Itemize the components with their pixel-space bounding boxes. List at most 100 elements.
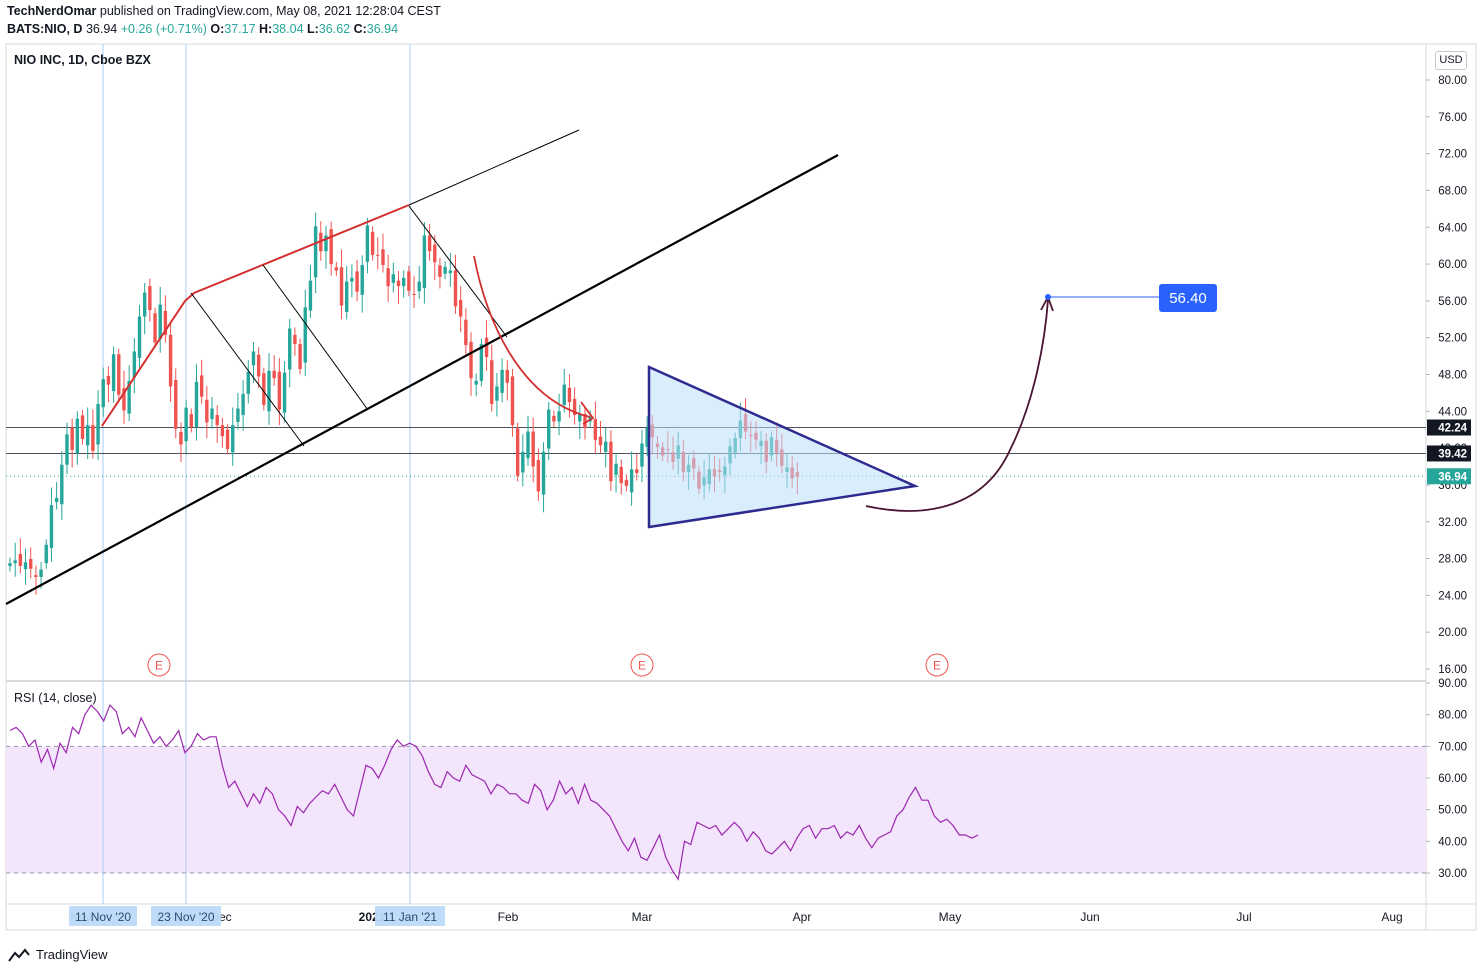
candle (443, 261, 447, 280)
earnings-marker-text: E (638, 659, 646, 673)
candle (49, 487, 54, 562)
candle-body (391, 274, 396, 283)
candle-body (645, 427, 649, 447)
earnings-marker[interactable]: E (630, 653, 654, 677)
open-label: O: (210, 22, 225, 36)
candle-body (272, 370, 276, 379)
candle-body (288, 328, 292, 370)
candle (629, 451, 634, 506)
candle (75, 411, 80, 465)
candle (174, 368, 178, 439)
candle (298, 338, 302, 375)
footer-brand[interactable]: TradingView (8, 947, 108, 962)
candle-body (417, 281, 421, 292)
candle (179, 422, 183, 463)
rsi-tick-label: 50.00 (1438, 805, 1467, 817)
candle-body (593, 419, 598, 440)
candle (578, 404, 582, 440)
earnings-marker[interactable]: E (925, 653, 949, 677)
candle (593, 401, 598, 454)
candle (531, 417, 535, 483)
candle-body (598, 436, 603, 446)
candle-body (117, 354, 121, 395)
candle-body (8, 563, 12, 566)
brand-name: TradingView (36, 947, 108, 962)
candle-body (168, 334, 173, 387)
candle (396, 271, 401, 304)
rsi-title[interactable]: RSI (14, close) (14, 691, 97, 705)
candle (86, 407, 90, 459)
candle-body (381, 249, 385, 265)
candle-body (635, 469, 639, 473)
candle (199, 359, 204, 405)
candle (184, 400, 188, 453)
price-tick-label: 64.00 (1438, 222, 1467, 234)
candle-body (220, 425, 225, 437)
chart-frame (5, 43, 1477, 931)
candle-body (122, 388, 126, 411)
candle-body (210, 408, 214, 420)
candle-body (111, 354, 116, 392)
candle-body (376, 254, 380, 256)
candle-body (350, 277, 354, 282)
candle-body (479, 344, 484, 381)
rsi-tick-label: 90.00 (1438, 678, 1467, 690)
candle-body (510, 376, 515, 426)
candle-body (225, 429, 230, 450)
candle-body (370, 231, 375, 255)
highlighted-date-text: 11 Jan '21 (383, 910, 437, 924)
earnings-marker[interactable]: E (147, 653, 171, 677)
candle-body (106, 375, 111, 385)
candle (111, 346, 116, 403)
earnings-marker-text: E (933, 659, 941, 673)
rsi-tick-label: 70.00 (1438, 741, 1467, 753)
candle-body (521, 451, 525, 473)
candle (448, 252, 452, 287)
candle-body (199, 375, 204, 397)
candle (474, 373, 478, 397)
candle-body (329, 229, 333, 265)
candle (60, 451, 64, 520)
candle-body (23, 562, 28, 570)
candle-body (339, 267, 344, 306)
candle-body (531, 431, 535, 467)
candle-body (547, 409, 551, 449)
candle-body (60, 464, 64, 505)
candle (220, 417, 225, 448)
candle-body (179, 432, 183, 445)
close-value: 36.94 (366, 22, 399, 36)
currency-button[interactable]: USD (1435, 51, 1467, 70)
candle-body (137, 316, 142, 358)
author-name[interactable]: TechNerdOmar (7, 4, 97, 18)
candle-body (401, 277, 406, 287)
candle (210, 396, 214, 429)
highlighted-date: 11 Jan '21 (375, 906, 445, 926)
price-tag-text: 36.94 (1438, 471, 1467, 483)
candle (339, 249, 344, 320)
candle (458, 286, 463, 333)
candle (303, 289, 307, 377)
candle (29, 547, 33, 579)
candle-body (29, 559, 33, 569)
candle (225, 424, 230, 455)
drop-arrow (473, 255, 591, 418)
candle (521, 434, 525, 487)
candle-body (505, 369, 509, 383)
candle (572, 387, 577, 425)
candle-body (251, 351, 256, 366)
candle (619, 459, 623, 495)
price-tag: 39.42 (1427, 445, 1471, 462)
candle (469, 332, 473, 396)
candle (308, 264, 313, 319)
candle-body (427, 235, 432, 252)
time-axis-label: May (939, 910, 962, 924)
candle (391, 262, 396, 293)
chart-title: NIO INC, 1D, Cboe BZX (14, 53, 151, 67)
candle-body (158, 304, 162, 340)
candle-body (484, 337, 489, 358)
candle (547, 401, 551, 461)
highlighted-date-text: 11 Nov '20 (75, 910, 131, 924)
price-tick-label: 80.00 (1438, 75, 1467, 87)
candle (194, 364, 199, 441)
